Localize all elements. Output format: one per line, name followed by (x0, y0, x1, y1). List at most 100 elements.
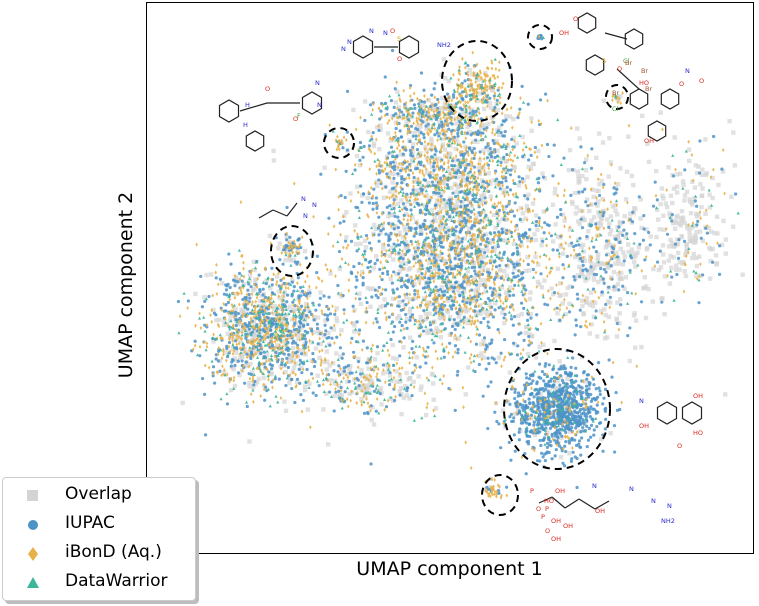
iupac-marker (389, 99, 394, 103)
overlap-marker (419, 264, 425, 270)
iupac-marker (579, 325, 583, 329)
iupac-marker (529, 381, 534, 386)
iupac-marker (503, 312, 507, 316)
ibond-marker (484, 225, 488, 230)
iupac-marker (437, 123, 442, 127)
iupac-marker (487, 361, 491, 366)
ibond-marker (417, 241, 421, 246)
iupac-marker (426, 345, 430, 349)
iupac-marker (294, 315, 298, 319)
iupac-marker (542, 436, 547, 440)
ibond-marker (502, 277, 506, 282)
ibond-marker (365, 306, 368, 311)
overlap-marker (581, 217, 587, 223)
overlap-marker (661, 227, 667, 232)
iupac-marker (270, 266, 274, 270)
ibond-marker (470, 202, 474, 207)
iupac-marker (290, 386, 294, 391)
iupac-marker (622, 228, 626, 232)
overlap-marker (483, 70, 488, 76)
ibond-marker (391, 137, 394, 142)
overlap-marker (465, 320, 471, 326)
iupac-marker (422, 100, 427, 104)
ibond-marker (429, 273, 432, 278)
overlap-marker (254, 379, 260, 385)
iupac-marker (573, 409, 577, 413)
overlap-marker (727, 118, 732, 124)
ibond-marker (527, 253, 531, 258)
iupac-marker (328, 312, 333, 316)
iupac-marker (424, 361, 428, 365)
overlap-marker (580, 303, 585, 309)
iupac-marker (382, 344, 386, 348)
iupac-marker (549, 444, 553, 448)
overlap-marker (426, 113, 431, 118)
overlap-marker (251, 335, 256, 340)
overlap-marker (690, 255, 695, 261)
iupac-marker (376, 226, 381, 230)
overlap-marker (467, 226, 472, 232)
overlap-marker (253, 336, 258, 341)
overlap-marker (589, 270, 594, 275)
overlap-marker (395, 316, 400, 321)
iupac-marker (218, 277, 223, 281)
iupac-marker (482, 127, 486, 131)
iupac-marker (304, 313, 309, 318)
ibond-marker (518, 322, 522, 327)
ibond-marker (418, 260, 421, 265)
overlap-marker (591, 194, 596, 200)
iupac-marker (670, 212, 674, 217)
ibond-marker (404, 167, 408, 172)
ibond-marker (475, 295, 479, 300)
iupac-marker (299, 321, 303, 325)
overlap-marker (488, 105, 494, 110)
overlap-marker (555, 234, 560, 239)
overlap-marker (496, 355, 502, 360)
overlap-marker (437, 315, 442, 320)
iupac-marker (456, 134, 460, 138)
iupac-marker (641, 238, 646, 242)
ibond-marker (376, 289, 380, 294)
overlap-marker (309, 340, 314, 345)
iupac-marker (370, 295, 374, 299)
iupac-marker (558, 383, 562, 387)
iupac-marker (566, 417, 570, 421)
iupac-marker (434, 285, 438, 289)
iupac-marker (495, 177, 499, 181)
overlap-marker (606, 240, 611, 245)
overlap-marker (344, 235, 349, 240)
iupac-marker (281, 248, 285, 252)
iupac-marker (445, 266, 449, 270)
ibond-marker (370, 248, 374, 253)
iupac-marker (576, 415, 580, 419)
ibond-marker (404, 169, 408, 174)
ibond-marker (360, 262, 364, 267)
overlap-marker (442, 181, 447, 186)
iupac-marker (455, 373, 460, 377)
iupac-marker (377, 168, 381, 172)
iupac-marker (261, 287, 265, 291)
overlap-marker (469, 232, 474, 238)
ibond-marker (424, 270, 428, 275)
ibond-marker (475, 332, 478, 337)
iupac-marker (429, 291, 433, 295)
ibond-marker (516, 232, 520, 237)
iupac-marker (712, 134, 716, 139)
ibond-marker (507, 351, 511, 356)
iupac-marker (492, 231, 497, 235)
overlap-marker (584, 157, 589, 162)
ibond-marker (505, 304, 509, 309)
ibond-marker (555, 283, 558, 288)
overlap-marker (656, 217, 661, 222)
overlap-marker (481, 338, 486, 344)
ibond-marker (387, 353, 391, 358)
ibond-marker (456, 284, 460, 289)
iupac-marker (638, 242, 642, 246)
overlap-marker (371, 266, 376, 271)
iupac-marker (521, 293, 525, 297)
overlap-marker (514, 141, 519, 146)
ibond-marker (525, 185, 528, 190)
iupac-marker (291, 339, 296, 343)
ibond-marker (472, 243, 476, 248)
overlap-marker (555, 311, 560, 316)
